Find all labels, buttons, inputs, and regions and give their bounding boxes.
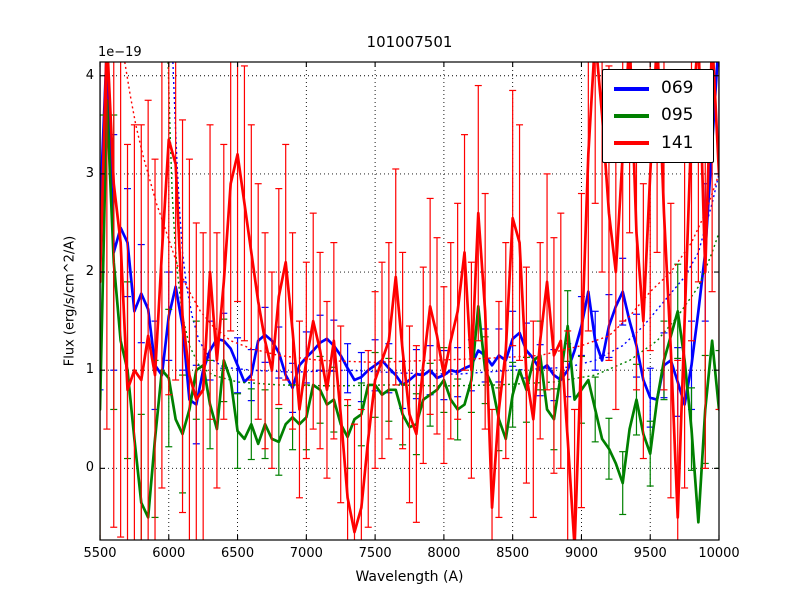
series-141 bbox=[100, 62, 719, 540]
legend-line-swatch-red bbox=[614, 141, 649, 146]
axes-frame bbox=[99, 61, 720, 541]
y-axis-offset-label: 1e−19 bbox=[98, 45, 142, 60]
x-tick-label: 8500 bbox=[496, 546, 530, 561]
x-tick-label: 6000 bbox=[152, 546, 186, 561]
y-tick-label: 2 bbox=[85, 264, 94, 280]
x-axis-label: Wavelength (A) bbox=[355, 569, 464, 585]
plot-title: 101007501 bbox=[366, 33, 453, 51]
legend-entry: 141 bbox=[614, 132, 705, 153]
legend-label: 095 bbox=[661, 105, 694, 126]
x-tick-label: 7000 bbox=[289, 546, 323, 561]
x-tick-label: 10000 bbox=[698, 546, 740, 561]
tick-marks bbox=[99, 62, 720, 540]
x-tick-label: 8000 bbox=[427, 546, 461, 561]
legend-entry: 069 bbox=[614, 79, 705, 98]
legend-label: 069 bbox=[661, 78, 694, 99]
y-tick-label: 3 bbox=[85, 165, 94, 181]
x-tick-label: 7500 bbox=[358, 546, 392, 561]
y-tick-label: 4 bbox=[85, 67, 94, 83]
spectrum-line-141 bbox=[100, 62, 719, 540]
x-tick-label: 5500 bbox=[83, 546, 117, 561]
legend-entry: 095 bbox=[614, 106, 705, 125]
legend-line-swatch-blue bbox=[614, 86, 649, 91]
legend-label: 141 bbox=[661, 132, 694, 153]
legend: 069 095 141 bbox=[602, 69, 714, 163]
x-tick-label: 6500 bbox=[221, 546, 255, 561]
y-tick-label: 0 bbox=[85, 460, 94, 476]
x-tick-label: 9500 bbox=[633, 546, 667, 561]
x-tick-label: 9000 bbox=[564, 546, 598, 561]
y-tick-label: 1 bbox=[85, 362, 94, 378]
y-axis-label: Flux (erg/s/cm^2/A) bbox=[62, 235, 78, 367]
legend-line-swatch-green bbox=[614, 113, 649, 118]
